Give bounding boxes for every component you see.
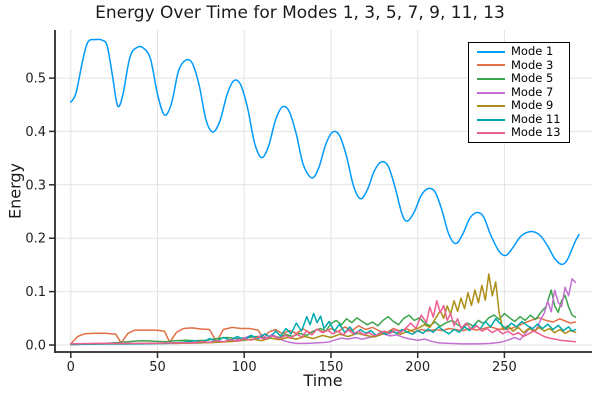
x-tick-label: 150	[319, 360, 344, 375]
y-tick-label: 0.5	[25, 72, 46, 87]
y-tick-label: 0.2	[25, 232, 46, 247]
legend-label: Mode 5	[511, 71, 554, 86]
chart-title: Energy Over Time for Modes 1, 3, 5, 7, 9…	[95, 3, 505, 23]
legend-entry: Mode 13	[477, 126, 569, 140]
y-axis-title: Energy	[5, 162, 25, 220]
x-axis-title: Time	[303, 371, 343, 390]
x-tick-label: 100	[232, 360, 257, 375]
y-tick-label: 0.3	[25, 178, 46, 193]
series-line-mode-9	[70, 273, 577, 346]
y-tick-label: 0.0	[25, 339, 46, 354]
series-line-mode-13	[70, 299, 577, 345]
legend-label: Mode 3	[511, 57, 554, 72]
x-tick-label: 250	[492, 360, 517, 375]
x-tick-label: 200	[405, 360, 430, 375]
legend-line-swatch	[477, 132, 505, 135]
legend-label: Mode 1	[511, 44, 554, 59]
series-line-mode-1	[70, 38, 580, 266]
legend-entry: Mode 9	[477, 99, 569, 113]
x-tick-label: 50	[149, 360, 166, 375]
legend-line-swatch	[477, 118, 505, 121]
legend-label: Mode 13	[511, 125, 561, 140]
legend-entry: Mode 3	[477, 59, 569, 73]
legend-line-swatch	[477, 77, 505, 80]
legend-line-swatch	[477, 91, 505, 94]
legend-entry: Mode 1	[477, 45, 569, 59]
y-tick-label: 0.4	[25, 125, 46, 140]
legend-entry: Mode 7	[477, 86, 569, 100]
legend-entry: Mode 5	[477, 72, 569, 86]
legend-line-swatch	[477, 105, 505, 108]
x-tick-label: 0	[67, 360, 75, 375]
legend: Mode 1 Mode 3 Mode 5 Mode 7 Mode 9 Mode 11 Mod…	[468, 42, 570, 143]
legend-line-swatch	[477, 64, 505, 67]
legend-entry: Mode 11	[477, 113, 569, 127]
legend-label: Mode 11	[511, 111, 561, 126]
y-tick-label: 0.1	[25, 285, 46, 300]
legend-label: Mode 7	[511, 84, 554, 99]
legend-label: Mode 9	[511, 98, 554, 113]
legend-line-swatch	[477, 50, 505, 53]
